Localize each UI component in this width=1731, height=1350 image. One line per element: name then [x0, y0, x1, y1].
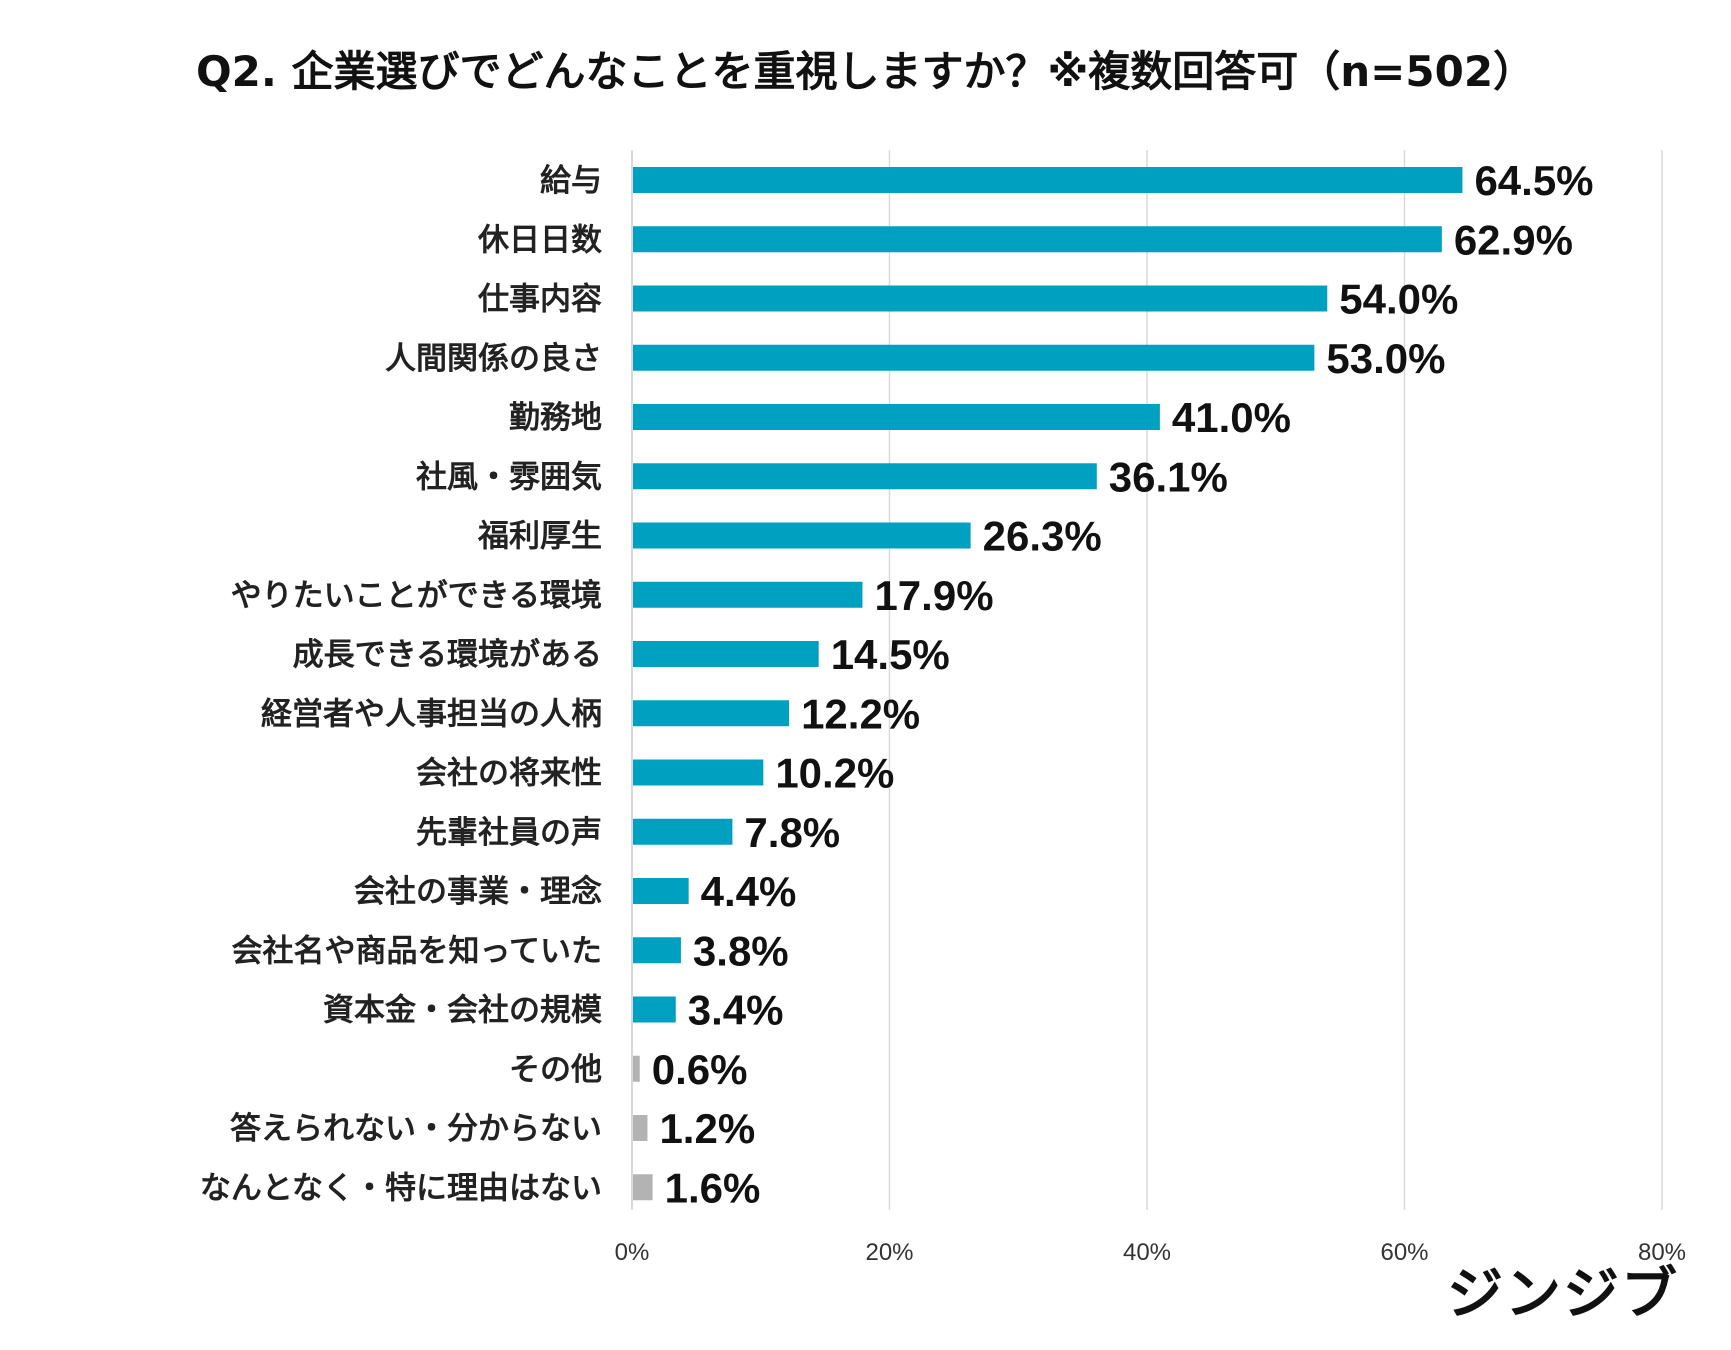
bar	[632, 404, 1160, 430]
bars	[632, 167, 1463, 1201]
value-label: 26.3%	[983, 513, 1102, 560]
bar	[632, 1055, 640, 1082]
brand-logo: ジンジブ	[1447, 1262, 1679, 1327]
value-label: 17.9%	[874, 572, 993, 619]
x-axis-ticks: 0% 20% 40% 60% 80%	[615, 1239, 1686, 1266]
bar	[632, 700, 790, 727]
bar	[632, 641, 819, 667]
bar	[632, 167, 1463, 193]
chart-title: Q2. 企業選びでどんなことを重視しますか？※複数回答可（n=502）	[195, 47, 1536, 96]
x-tick-label: 20%	[865, 1239, 913, 1266]
category-label: 会社の事業・理念	[354, 874, 602, 910]
bar	[632, 759, 764, 786]
category-label: 会社名や商品を知っていた	[232, 933, 602, 969]
value-label: 53.0%	[1326, 335, 1445, 382]
bar	[632, 1115, 648, 1141]
category-label: 先輩社員の声	[416, 815, 602, 851]
category-label: 答えられない・分からない	[230, 1111, 602, 1147]
value-label: 1.2%	[659, 1105, 755, 1152]
value-label: 54.0%	[1339, 276, 1458, 323]
value-label: 41.0%	[1172, 394, 1291, 441]
value-label: 14.5%	[831, 631, 950, 678]
value-labels: 64.5% 62.9% 54.0% 53.0% 41.0% 36.1%26.3% 17.9%…	[652, 157, 1594, 1211]
category-label: やりたいことができる環境	[231, 578, 602, 614]
x-tick-label: 60%	[1380, 1239, 1428, 1266]
category-label: 勤務地	[509, 400, 602, 436]
value-label: 62.9%	[1454, 216, 1573, 263]
bar	[632, 285, 1328, 312]
bar	[632, 581, 863, 608]
value-label: 4.4%	[701, 868, 797, 915]
bar	[632, 226, 1442, 253]
x-tick-label: 80%	[1638, 1239, 1686, 1266]
value-label: 3.4%	[688, 987, 784, 1034]
value-label: 0.6%	[652, 1046, 748, 1093]
category-label: 給与	[540, 163, 602, 199]
category-label: 成長できる環境がある	[293, 637, 602, 673]
category-label: 福利厚生	[477, 519, 602, 555]
category-label: 仕事内容	[478, 282, 602, 318]
value-label: 36.1%	[1109, 453, 1228, 500]
category-label: 会社の将来性	[416, 756, 602, 792]
category-label: 社風・雰囲気	[416, 459, 602, 495]
x-tick-label: 0%	[615, 1239, 650, 1266]
category-label: 休日日数	[477, 222, 602, 258]
bar	[632, 818, 733, 845]
value-label: 1.6%	[665, 1164, 761, 1211]
bar	[632, 937, 681, 964]
value-label: 3.8%	[693, 927, 789, 974]
category-label: 経営者や人事担当の人柄	[261, 696, 602, 732]
category-label: その他	[509, 1052, 602, 1088]
bar	[632, 463, 1097, 490]
category-labels: 給与休日日数仕事内容人間関係の良さ勤務地社風・雰囲気福利厚生やりたいことができる…	[200, 163, 602, 1206]
bar	[632, 344, 1315, 371]
bar	[632, 1174, 653, 1201]
bar	[632, 522, 971, 549]
value-label: 12.2%	[801, 690, 920, 737]
value-label: 10.2%	[775, 750, 894, 797]
bar	[632, 996, 676, 1023]
category-label: 資本金・会社の規模	[323, 993, 602, 1029]
value-label: 7.8%	[744, 809, 840, 856]
bar	[632, 878, 689, 904]
category-label: 人間関係の良さ	[385, 341, 602, 377]
value-label: 64.5%	[1474, 157, 1593, 204]
x-tick-label: 40%	[1123, 1239, 1171, 1266]
category-label: なんとなく・特に理由はない	[200, 1170, 602, 1206]
